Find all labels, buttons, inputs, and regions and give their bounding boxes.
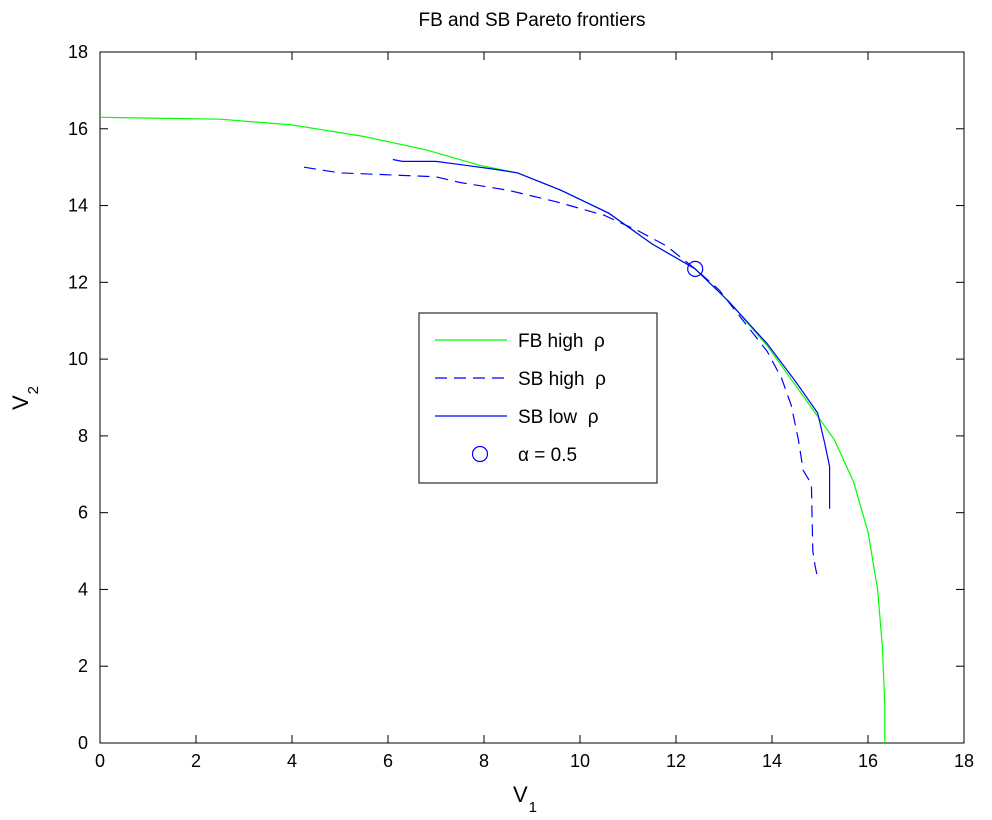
y-tick-label: 16 xyxy=(68,119,88,139)
legend-label-fb-high: FB high ρ xyxy=(518,331,605,352)
y-tick-label: 12 xyxy=(68,272,88,292)
x-tick-label: 6 xyxy=(383,751,393,771)
x-axis-label: V1 xyxy=(513,782,537,816)
y-tick-label: 0 xyxy=(78,733,88,753)
y-tick-label: 18 xyxy=(68,42,88,62)
legend-label-sb-low: SB low ρ xyxy=(518,407,599,428)
y-axis-label: V2 xyxy=(8,386,42,410)
y-tick-label: 8 xyxy=(78,426,88,446)
y-tick-label: 14 xyxy=(68,196,88,216)
axis-ticks: 0 2 4 6 8 10 12 14 16 18 0 2 4 6 8 10 12 14 16 18 xyxy=(68,42,974,771)
y-tick-label: 6 xyxy=(78,503,88,523)
x-tick-label: 18 xyxy=(954,751,974,771)
x-tick-label: 14 xyxy=(762,751,782,771)
x-tick-label: 16 xyxy=(858,751,878,771)
y-tick-label: 10 xyxy=(68,349,88,369)
series-layer xyxy=(99,116,886,743)
x-tick-label: 2 xyxy=(191,751,201,771)
legend: FB high ρ SB high ρ SB low ρ α = 0.5 xyxy=(418,312,658,484)
x-tick-label: 4 xyxy=(287,751,297,771)
x-tick-label: 10 xyxy=(570,751,590,771)
series-marker-0-5 xyxy=(687,260,704,277)
x-tick-label: 0 xyxy=(95,751,105,771)
chart-title: FB and SB Pareto frontiers xyxy=(418,10,645,31)
x-tick-label: 12 xyxy=(666,751,686,771)
y-tick-label: 4 xyxy=(78,579,88,599)
legend-box xyxy=(418,312,658,484)
series-line-sb-low xyxy=(392,158,831,509)
legend-label-sb-high: SB high ρ xyxy=(518,369,606,390)
y-tick-label: 2 xyxy=(78,656,88,676)
legend-swatch-0-5 xyxy=(471,445,489,463)
legend-label-0-5: α = 0.5 xyxy=(518,445,577,466)
x-tick-label: 8 xyxy=(479,751,489,771)
series-line-sb-high xyxy=(303,166,819,579)
